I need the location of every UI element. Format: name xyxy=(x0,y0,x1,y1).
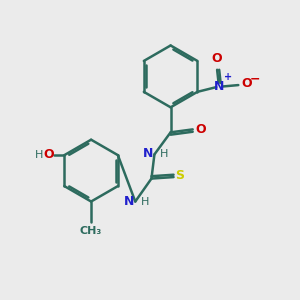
Text: N: N xyxy=(123,195,134,208)
Text: N: N xyxy=(213,80,224,93)
Text: N: N xyxy=(142,147,153,160)
Text: O: O xyxy=(44,148,54,161)
Text: −: − xyxy=(249,72,260,85)
Text: H: H xyxy=(153,149,168,159)
Text: O: O xyxy=(212,52,222,65)
Text: S: S xyxy=(176,169,184,182)
Text: H: H xyxy=(35,150,44,160)
Text: O: O xyxy=(195,123,206,136)
Text: O: O xyxy=(241,77,252,90)
Text: CH₃: CH₃ xyxy=(80,226,102,236)
Text: H: H xyxy=(134,196,149,206)
Text: +: + xyxy=(224,72,232,82)
